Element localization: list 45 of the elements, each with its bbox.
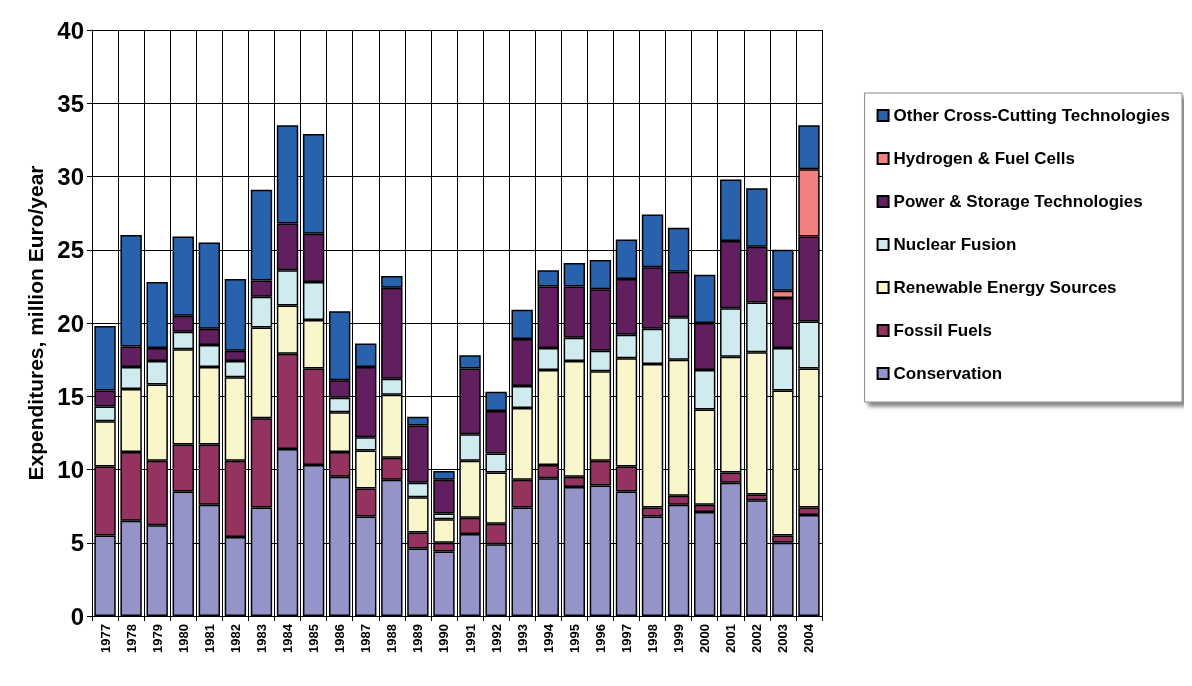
x-tick-label: 2002 <box>749 624 765 653</box>
x-tick-label: 1979 <box>149 624 165 653</box>
legend-label: Hydrogen & Fuel Cells <box>893 149 1075 168</box>
x-tick-label: 1988 <box>384 624 400 653</box>
y-tick-label: 20 <box>57 309 84 337</box>
x-tick-label: 1986 <box>332 624 348 653</box>
x-tick-label: 1998 <box>645 624 661 653</box>
legend-label: Nuclear Fusion <box>893 235 1017 254</box>
x-tick-label: 1980 <box>175 624 191 653</box>
legend-label: Other Cross-Cutting Technologies <box>893 106 1171 125</box>
legend-label: Power & Storage Technologies <box>893 192 1143 211</box>
x-tick-label: 1977 <box>97 624 113 653</box>
x-tick-label: 1989 <box>410 624 426 653</box>
x-tick-label: 2003 <box>775 624 791 653</box>
y-tick-label: 25 <box>57 236 84 264</box>
legend-label: Fossil Fuels <box>893 321 992 340</box>
x-tick-label: 1993 <box>514 624 530 653</box>
x-tick-label: 1990 <box>436 624 452 653</box>
x-tick-label: 1994 <box>540 623 556 653</box>
x-tick-label: 1978 <box>123 624 139 653</box>
y-tick-label: 0 <box>70 602 84 630</box>
x-tick-label: 2000 <box>697 624 713 653</box>
x-tick-label: 1992 <box>488 624 504 653</box>
x-tick-label: 2001 <box>723 624 739 653</box>
y-tick-label: 40 <box>57 16 84 44</box>
y-axis-title: Expenditures, million Euro/year <box>24 165 48 481</box>
x-tick-label: 1984 <box>280 623 296 653</box>
x-tick-label: 1985 <box>306 624 322 653</box>
y-tick-label: 15 <box>57 382 84 410</box>
x-tick-label: 1995 <box>566 624 582 653</box>
x-tick-label: 1982 <box>227 624 243 653</box>
x-tick-label: 1991 <box>462 624 478 653</box>
x-tick-label: 2004 <box>801 623 817 653</box>
y-tick-label: 5 <box>70 529 84 557</box>
x-tick-label: 1999 <box>671 624 687 653</box>
y-tick-label: 30 <box>57 163 84 190</box>
x-tick-label: 1997 <box>618 624 634 653</box>
legend-label: Conservation <box>893 364 1003 383</box>
y-tick-label: 35 <box>57 89 84 117</box>
x-tick-label: 1981 <box>201 624 217 653</box>
x-tick-label: 1983 <box>253 624 269 653</box>
x-tick-label: 1996 <box>592 624 608 653</box>
x-tick-label: 1987 <box>358 624 374 653</box>
y-tick-label: 10 <box>57 456 84 483</box>
legend-label: Renewable Energy Sources <box>893 278 1117 297</box>
